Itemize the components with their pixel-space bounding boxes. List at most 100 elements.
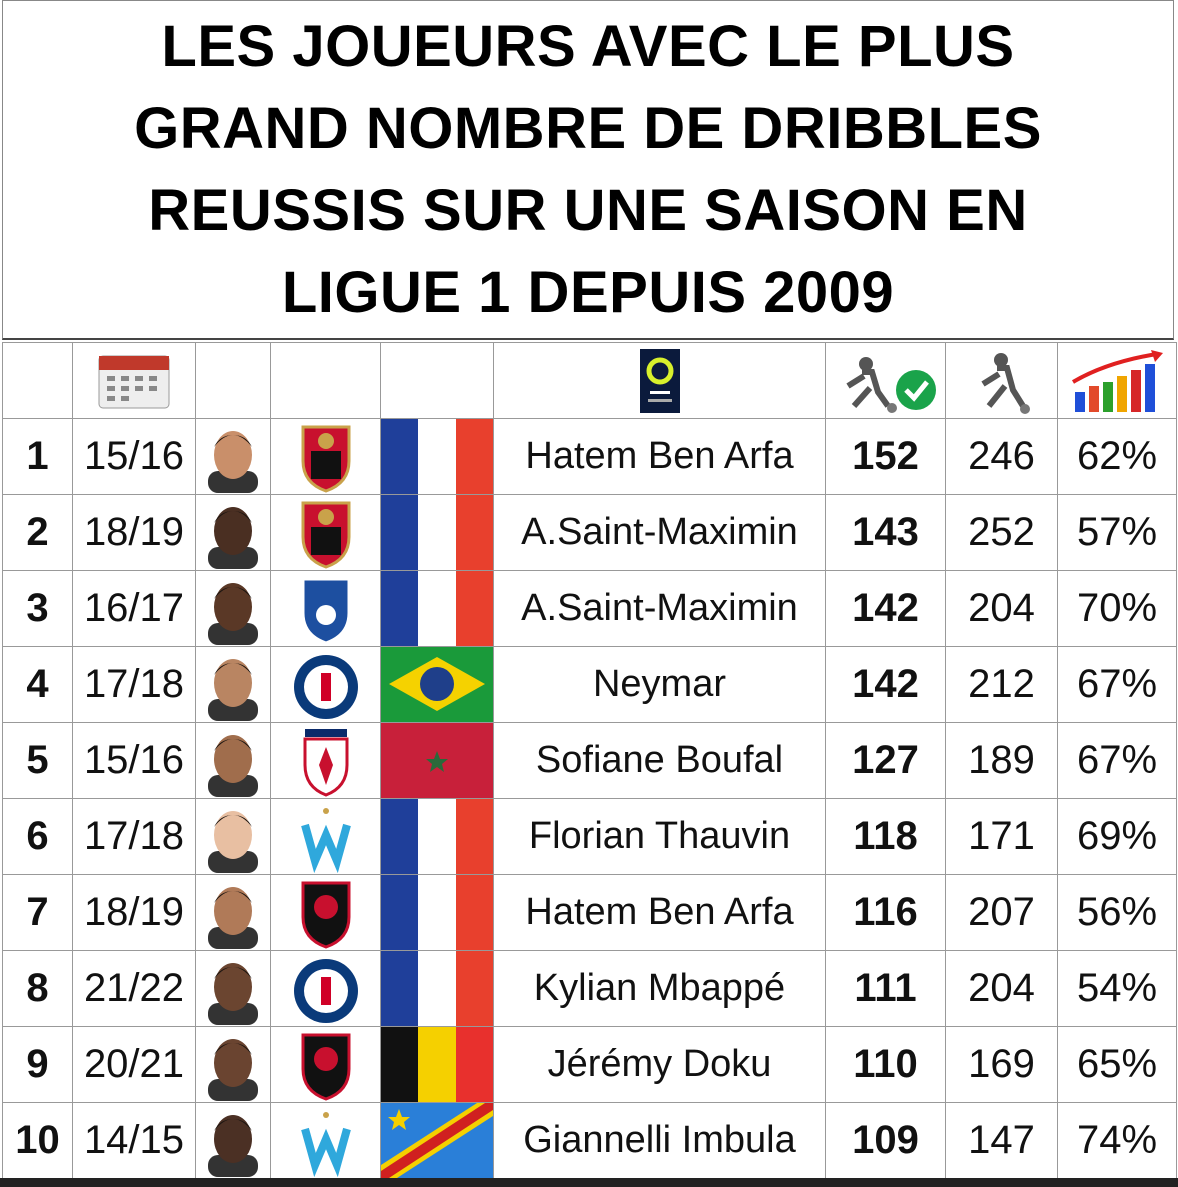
title-line: LES JOUEURS AVEC LE PLUS (161, 13, 1015, 79)
attempted-cell: 147 (945, 1102, 1058, 1179)
photo-cell (195, 570, 271, 647)
graphic-rect (320, 672, 331, 701)
graphic-svg (208, 658, 258, 721)
graphic-rect (418, 951, 456, 1026)
graphic-ellipse (214, 430, 252, 479)
flag-cell (380, 494, 494, 571)
graphic-rect (107, 385, 115, 391)
rank-cell: 1 (2, 418, 73, 495)
graphic-rect (381, 419, 418, 494)
graphic-circle (317, 508, 334, 525)
player-cell: Kylian Mbappé (493, 950, 826, 1027)
graphic-svg (381, 723, 493, 798)
flag-cell (380, 570, 494, 647)
graphic-rect (1131, 369, 1141, 412)
graphic-svg (381, 875, 493, 950)
graphic-path (214, 1118, 252, 1131)
graphic-rect (320, 976, 331, 1005)
rank-cell: 4 (2, 646, 73, 723)
flag-cell (380, 722, 494, 799)
player-cell: Sofiane Boufal (493, 722, 826, 799)
graphic-svg (381, 1027, 493, 1102)
club-cell (270, 646, 381, 723)
photo-cell (195, 646, 271, 723)
season-cell: 15/16 (72, 418, 196, 495)
graphic-svg (208, 810, 258, 873)
graphic-svg (381, 799, 493, 874)
attempted-cell: 207 (945, 874, 1058, 951)
flag-cell (380, 646, 494, 723)
rank-cell: 3 (2, 570, 73, 647)
graphic-svg (381, 951, 493, 1026)
graphic-rect (208, 546, 258, 569)
graphic-rect (1103, 381, 1113, 412)
table-row: 4 17/18 Neymar 142 212 67% (2, 646, 1177, 723)
graphic-svg (208, 582, 258, 645)
header-cell (270, 342, 381, 419)
title-line: GRAND NOMBRE DE DRIBBLES (134, 95, 1042, 161)
rate-cell: 54% (1057, 950, 1177, 1027)
club-cell (270, 494, 381, 571)
club-cell (270, 722, 381, 799)
graphic-rect (149, 385, 157, 391)
graphic-rect (121, 385, 129, 391)
graphic-rect (381, 495, 418, 570)
dribble-attempt-icon (980, 352, 1030, 414)
successful-cell: 116 (825, 874, 946, 951)
league-logo (639, 348, 680, 413)
graphic-rect (135, 385, 143, 391)
graphic-ellipse (214, 734, 252, 783)
club-cell (270, 1026, 381, 1103)
graphic-rect (649, 390, 670, 394)
graphic-path (1071, 351, 1158, 384)
club-cell (270, 798, 381, 875)
rank-cell: 7 (2, 874, 73, 951)
graphic-path (214, 966, 252, 979)
graphic-path (214, 1042, 252, 1055)
attempted-cell: 169 (945, 1026, 1058, 1103)
graphic-path (214, 434, 252, 447)
graphic-path (214, 814, 252, 827)
graphic-ellipse (214, 582, 252, 631)
table-row: 7 18/19 Hatem Ben Arfa 116 207 56% (2, 874, 1177, 951)
ranking-table: 1 15/16 Hatem Ben Arfa 152 246 62% 2 18/19 A.Sai… (2, 342, 1177, 1179)
title-line: LIGUE 1 DEPUIS 2009 (281, 259, 895, 325)
rank-cell: 2 (2, 494, 73, 571)
player-cell: Hatem Ben Arfa (493, 874, 826, 951)
rank-cell: 8 (2, 950, 73, 1027)
graphic-rect (208, 850, 258, 873)
table-row: 3 16/17 A.Saint-Maximin 142 204 70% (2, 570, 1177, 647)
graphic-tbody: 1 15/16 Hatem Ben Arfa 152 246 62% 2 18/19 A.Sai… (2, 342, 1177, 1179)
graphic-rect (310, 450, 341, 479)
attempted-cell: 252 (945, 494, 1058, 571)
graphic-rect (456, 875, 493, 950)
title-line: REUSSIS SUR UNE SAISON EN (148, 177, 1028, 243)
graphic-svg (301, 881, 350, 949)
header-cell (493, 342, 826, 419)
graphic-circle (313, 1046, 338, 1071)
graphic-path (903, 379, 929, 402)
graphic-svg (303, 728, 348, 797)
graphic-rect (208, 470, 258, 493)
graphic-circle (886, 402, 897, 413)
header-cell (380, 342, 494, 419)
graphic-svg (381, 495, 493, 570)
graphic-circle (322, 807, 329, 814)
successful-cell: 118 (825, 798, 946, 875)
flag-cell (380, 874, 494, 951)
header-cell (2, 342, 73, 419)
graphic-rect (418, 419, 456, 494)
graphic-path (214, 586, 252, 599)
graphic-rect (456, 951, 493, 1026)
rank-cell: 10 (2, 1102, 73, 1179)
graphic-rect (418, 495, 456, 570)
graphic-circle (858, 356, 873, 371)
graphic-rect (456, 419, 493, 494)
graphic-svg (208, 506, 258, 569)
graphic-rect (208, 698, 258, 721)
graphic-ellipse (214, 506, 252, 555)
graphic-path (426, 751, 448, 772)
successful-cell: 110 (825, 1026, 946, 1103)
rate-cell: 65% (1057, 1026, 1177, 1103)
graphic-ellipse (214, 1114, 252, 1163)
